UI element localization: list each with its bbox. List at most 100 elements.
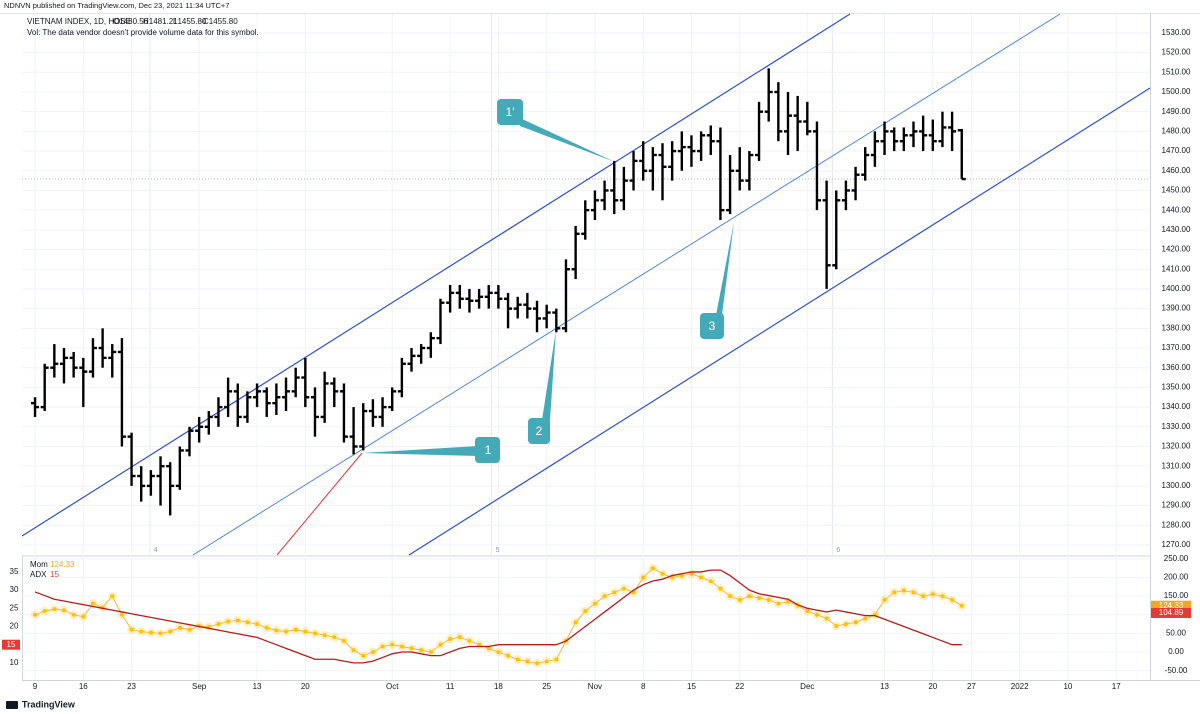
point [399,644,404,649]
point [245,620,250,625]
point [843,622,848,627]
point [573,620,578,625]
point [370,650,375,655]
point [863,616,868,621]
axis-badge [2,639,20,650]
y2-tick-label: 200.00 [1164,573,1189,582]
point [457,635,462,640]
y-tick-label: 1320.00 [1162,442,1191,451]
point [708,579,713,584]
y-tick-label: 1340.00 [1162,402,1191,411]
price-badge-label: 104.89 [1159,608,1184,617]
point [689,571,694,576]
point [322,633,327,638]
point [785,599,790,604]
callout-box [475,437,500,463]
point [621,586,626,591]
point [940,594,945,599]
point [332,635,337,640]
y-tick-label: 1350.00 [1162,383,1191,392]
point [71,612,76,617]
callout-pointer [716,222,734,315]
legend-name: ADX [30,570,47,579]
point [612,590,617,595]
point [61,608,66,613]
x-tick-label: 25 [542,682,551,691]
point [911,590,916,595]
point [361,653,366,658]
x-tick-label: 2022 [1011,682,1029,691]
y-tick-label: 1380.00 [1162,323,1191,332]
y-tick-label: 1330.00 [1162,422,1191,431]
grid [22,14,1150,680]
ohlc-low: L1455.80 [173,17,207,26]
point [959,603,964,608]
y-tick-label: 1500.00 [1162,87,1191,96]
y-tick-label: 1400.00 [1162,284,1191,293]
point [737,597,742,602]
point [264,625,269,630]
x-tick-label: 10 [1063,682,1072,691]
y-tick-label: 1470.00 [1162,146,1191,155]
channel-lower [408,87,1151,556]
point [293,627,298,632]
point [139,629,144,634]
callout-pointer [362,446,478,456]
x-tick-label: 13 [253,682,262,691]
point [592,601,597,606]
callout-pointer [520,118,615,162]
point [168,629,173,634]
point [90,601,95,606]
y-tick-label: 1430.00 [1162,225,1191,234]
point [853,620,858,625]
y-tick-label: 1530.00 [1162,28,1191,37]
publish-header: NDNVN published on TradingView.com, Dec … [4,1,229,10]
channel-upper [21,13,851,537]
point [419,648,424,653]
y-tick-label: 1440.00 [1162,205,1191,214]
symbol-title: VIETNAM INDEX, 1D, HOSE [27,17,131,26]
brand-logo [6,701,18,709]
point [814,612,819,617]
y-tick-label: 1410.00 [1162,264,1191,273]
y2-tick-label: 150.00 [1164,591,1189,600]
y-tick-label: 1270.00 [1162,540,1191,549]
red-ray [276,452,363,556]
point [699,575,704,580]
legend-name: Mom [30,560,48,569]
y2-tick-label: 0.00 [1168,647,1184,656]
y-tick-label: 20 [10,622,19,631]
callout-label: 2 [536,424,543,438]
x-tick-label: 15 [687,682,696,691]
point [486,646,491,651]
point [660,571,665,576]
point [390,642,395,647]
point [42,609,47,614]
price-badge [1151,607,1191,618]
session-label: 4 [154,547,158,554]
y-tick-label: 1360.00 [1162,363,1191,372]
callout-pointer [542,330,556,420]
point [81,614,86,619]
x-tick-label: Oct [386,682,399,691]
y-tick-label: 1300.00 [1162,481,1191,490]
y-tick-label: 1390.00 [1162,304,1191,313]
point [506,653,511,658]
x-tick-label: Nov [588,682,602,691]
point [148,630,153,635]
y-tick-label: 1420.00 [1162,245,1191,254]
x-tick-label: 20 [928,682,937,691]
point [119,612,124,617]
point [805,609,810,614]
main-legend: VIETNAM INDEX, 1D, HOSE O1480.56 H1481.2… [27,17,259,37]
point [728,594,733,599]
x-tick-label: 13 [880,682,889,691]
axis-badge-label: 15 [7,640,16,649]
point [901,588,906,593]
point [757,596,762,600]
point [496,650,501,655]
point [438,642,443,647]
y2-tick-label: 250.00 [1164,554,1189,563]
